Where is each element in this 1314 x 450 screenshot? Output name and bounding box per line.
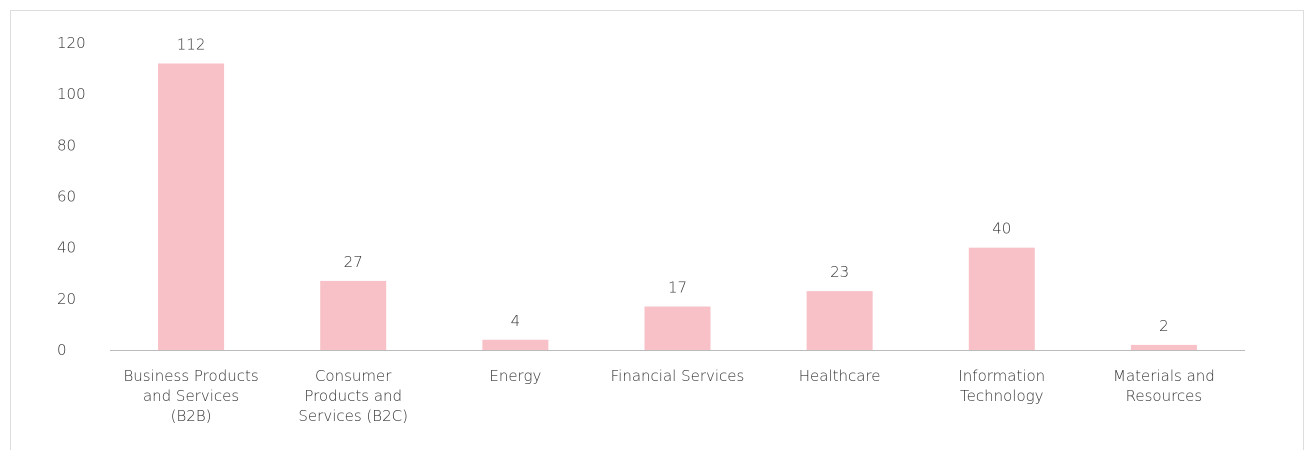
bar: [1130, 344, 1197, 350]
x-tick-label: Financial Services: [610, 367, 745, 385]
y-tick-label: 60: [57, 188, 76, 206]
data-label: 4: [511, 312, 521, 330]
y-tick-label: 0: [57, 341, 67, 359]
data-label: 17: [668, 279, 687, 297]
y-tick-label: 40: [57, 239, 76, 257]
data-label: 27: [344, 253, 363, 271]
bar: [320, 280, 387, 350]
data-label: 40: [992, 220, 1011, 238]
x-tick-label: Healthcare: [798, 367, 881, 385]
x-tick-label: Consumer Products and Services (B2C): [298, 367, 408, 425]
y-tick-label: 80: [57, 136, 76, 154]
y-tick-label: 100: [57, 85, 86, 103]
x-tick-label: Energy: [489, 367, 542, 385]
bar: [158, 63, 225, 350]
bar: [482, 339, 549, 350]
data-label: 23: [830, 263, 849, 281]
x-tick-label: Business Products and Services (B2B): [123, 367, 259, 425]
y-tick-label: 120: [57, 34, 86, 52]
y-tick-label: 20: [57, 290, 76, 308]
data-label: 2: [1159, 317, 1169, 335]
data-label: 112: [177, 35, 206, 53]
bar: [806, 291, 873, 350]
bar: [968, 247, 1035, 350]
bar: [644, 306, 711, 350]
x-tick-label: Information Technology: [958, 367, 1046, 405]
x-tick-label: Materials and Resources: [1113, 367, 1215, 405]
chart-frame: [10, 10, 1304, 450]
